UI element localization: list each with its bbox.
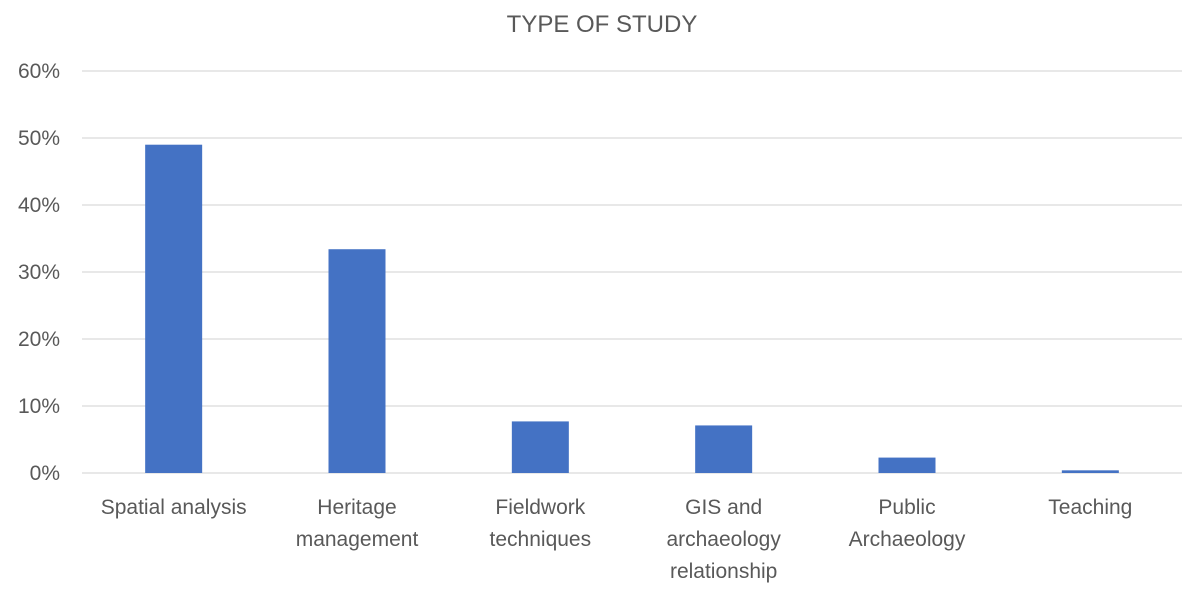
x-axis-tick-labels: Spatial analysis Heritage management Fieldw…: [101, 496, 1133, 583]
y-axis-tick-labels: 0% 10% 20% 30% 40% 50% 60%: [18, 60, 60, 485]
x-tick-label: Fieldwork techniques: [490, 496, 592, 551]
y-tick-label: 10%: [18, 395, 60, 418]
bar: [1061, 470, 1119, 473]
x-tick-label: Teaching: [1048, 496, 1132, 519]
y-tick-label: 60%: [18, 60, 60, 83]
x-tick-label: Heritage management: [296, 496, 419, 551]
bar: [511, 421, 569, 473]
x-tick-label: Spatial analysis: [101, 496, 247, 519]
y-tick-label: 0%: [30, 462, 60, 485]
y-tick-label: 20%: [18, 328, 60, 351]
chart-title: TYPE OF STUDY: [507, 11, 698, 38]
y-tick-label: 30%: [18, 261, 60, 284]
y-tick-label: 50%: [18, 127, 60, 150]
bar: [328, 249, 386, 473]
gridlines: [82, 70, 1182, 474]
bar: [878, 457, 936, 473]
bar: [695, 425, 753, 473]
x-tick-label: GIS and archaeology relationship: [666, 496, 781, 583]
bar: [145, 144, 203, 473]
x-tick-label: Public Archaeology: [849, 496, 966, 551]
y-tick-label: 40%: [18, 194, 60, 217]
bars: [145, 144, 1119, 473]
